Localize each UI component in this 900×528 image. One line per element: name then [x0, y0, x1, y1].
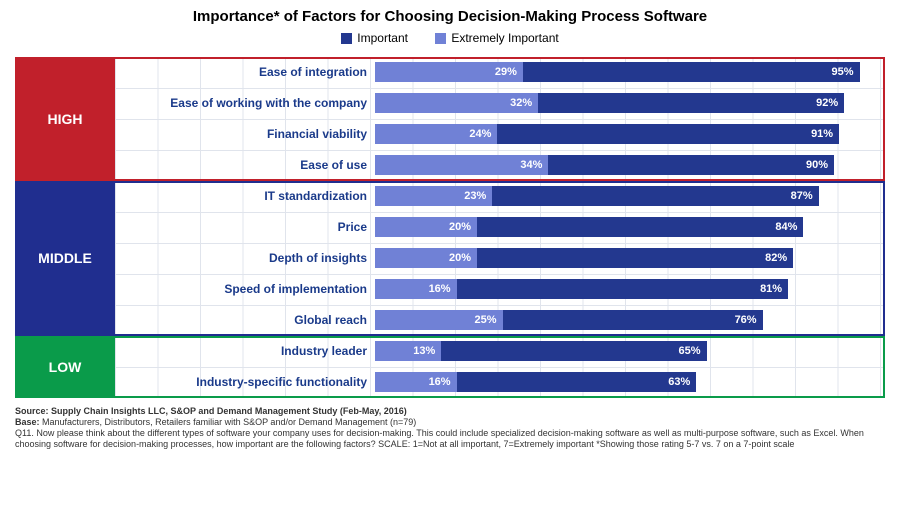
bar-area: 65%13% [375, 336, 885, 367]
footer-base: Base: Manufacturers, Distributors, Retai… [15, 417, 885, 428]
source-text: Supply Chain Insights LLC, S&OP and Dema… [51, 406, 407, 416]
footer-question: Q11. Now please think about the differen… [15, 428, 885, 451]
chart-row: Industry leader65%13% [115, 336, 885, 367]
bar-extremely-important: 24% [375, 124, 497, 144]
groups-column: HIGHMIDDLELOW [15, 57, 115, 398]
bar-area: 81%16% [375, 274, 885, 305]
chart-title: Importance* of Factors for Choosing Deci… [15, 8, 885, 25]
bar-area: 82%20% [375, 243, 885, 274]
bar-extremely-important: 25% [375, 310, 503, 330]
base-label: Base: [15, 417, 40, 427]
row-label: Ease of use [115, 158, 375, 172]
bar-area: 92%32% [375, 88, 885, 119]
chart-row: Global reach76%25% [115, 305, 885, 336]
chart-row: Financial viability91%24% [115, 119, 885, 150]
bar-area: 90%34% [375, 150, 885, 181]
row-label: Global reach [115, 313, 375, 327]
bar-extremely-important: 16% [375, 279, 457, 299]
group-label-low: LOW [15, 336, 115, 398]
row-label: Financial viability [115, 127, 375, 141]
bar-pair: 90%34% [375, 155, 885, 175]
footer: Source: Supply Chain Insights LLC, S&OP … [15, 406, 885, 451]
chart-body: HIGHMIDDLELOW Ease of integration95%29%E… [15, 57, 885, 398]
legend-swatch-extremely [435, 33, 446, 44]
bar-area: 87%23% [375, 181, 885, 212]
bar-pair: 92%32% [375, 93, 885, 113]
row-label: Speed of implementation [115, 282, 375, 296]
bar-extremely-important: 13% [375, 341, 441, 361]
bar-extremely-important: 29% [375, 62, 523, 82]
chart-row: IT standardization87%23% [115, 181, 885, 212]
row-label: Depth of insights [115, 251, 375, 265]
bar-extremely-important: 23% [375, 186, 492, 206]
chart-row: Ease of integration95%29% [115, 57, 885, 88]
row-label: Industry leader [115, 344, 375, 358]
chart-row: Speed of implementation81%16% [115, 274, 885, 305]
chart-row: Industry-specific functionality63%16% [115, 367, 885, 398]
legend: Important Extremely Important [15, 31, 885, 47]
group-label-high: HIGH [15, 57, 115, 181]
bar-pair: 87%23% [375, 186, 885, 206]
bar-extremely-important: 34% [375, 155, 548, 175]
bar-pair: 95%29% [375, 62, 885, 82]
legend-item-extremely: Extremely Important [435, 31, 558, 45]
row-label: Ease of working with the company [115, 96, 375, 110]
bar-extremely-important: 16% [375, 372, 457, 392]
bar-extremely-important: 20% [375, 217, 477, 237]
bar-pair: 81%16% [375, 279, 885, 299]
legend-label-important: Important [357, 31, 408, 45]
legend-swatch-important [341, 33, 352, 44]
group-label-middle: MIDDLE [15, 181, 115, 336]
footer-source: Source: Supply Chain Insights LLC, S&OP … [15, 406, 885, 417]
chart-row: Ease of working with the company92%32% [115, 88, 885, 119]
chart-row: Ease of use90%34% [115, 150, 885, 181]
chart-row: Depth of insights82%20% [115, 243, 885, 274]
bar-extremely-important: 20% [375, 248, 477, 268]
legend-label-extremely: Extremely Important [451, 31, 558, 45]
bar-pair: 82%20% [375, 248, 885, 268]
bar-area: 76%25% [375, 305, 885, 336]
bar-extremely-important: 32% [375, 93, 538, 113]
bar-area: 63%16% [375, 367, 885, 398]
row-label: Price [115, 220, 375, 234]
bar-area: 84%20% [375, 212, 885, 243]
row-label: IT standardization [115, 189, 375, 203]
source-label: Source: [15, 406, 49, 416]
bar-area: 95%29% [375, 57, 885, 88]
legend-item-important: Important [341, 31, 408, 45]
bar-pair: 84%20% [375, 217, 885, 237]
bar-area: 91%24% [375, 119, 885, 150]
base-text: Manufacturers, Distributors, Retailers f… [42, 417, 416, 427]
row-label: Ease of integration [115, 65, 375, 79]
bar-pair: 91%24% [375, 124, 885, 144]
bar-pair: 76%25% [375, 310, 885, 330]
rows-column: Ease of integration95%29%Ease of working… [115, 57, 885, 398]
row-label: Industry-specific functionality [115, 375, 375, 389]
bar-pair: 65%13% [375, 341, 885, 361]
bar-pair: 63%16% [375, 372, 885, 392]
chart-row: Price84%20% [115, 212, 885, 243]
